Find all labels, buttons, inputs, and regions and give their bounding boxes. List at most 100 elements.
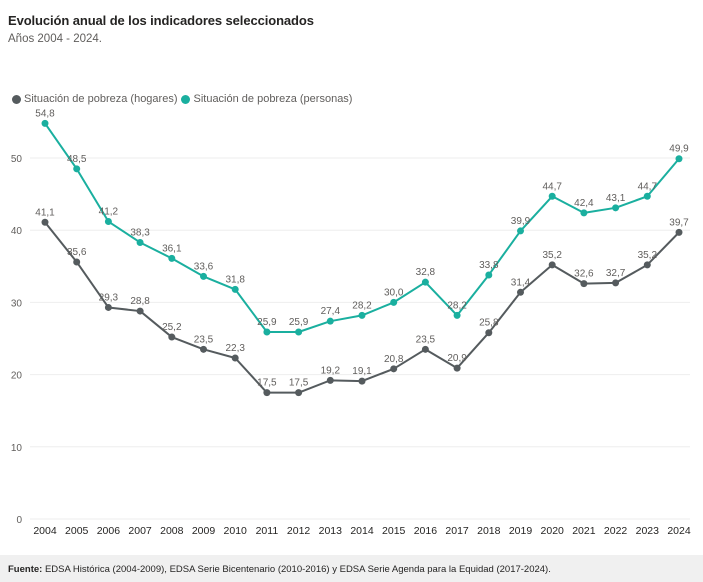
data-label-hogares: 19,2 <box>321 365 341 376</box>
x-tick-label: 2012 <box>287 525 311 537</box>
data-label-hogares: 28,8 <box>130 296 150 307</box>
data-point-hogares <box>643 261 651 269</box>
data-point-personas <box>580 209 588 217</box>
data-label-personas: 27,4 <box>321 306 341 317</box>
data-point-hogares <box>517 288 524 296</box>
data-point-personas <box>643 192 651 200</box>
data-label-personas: 31,8 <box>225 274 245 285</box>
data-label-hogares: 23,5 <box>194 334 214 345</box>
data-label-personas: 38,3 <box>130 227 150 238</box>
data-point-personas <box>358 311 366 319</box>
data-point-hogares <box>41 218 49 226</box>
data-label-hogares: 22,3 <box>225 343 245 354</box>
data-label-hogares: 20,8 <box>384 354 404 365</box>
y-tick-label: 50 <box>11 154 23 165</box>
data-label-hogares: 32,6 <box>574 269 594 280</box>
data-point-hogares <box>580 280 588 288</box>
data-label-personas: 41,2 <box>99 207 119 218</box>
source-text: EDSA Histórica (2004-2009), EDSA Serie B… <box>42 564 551 575</box>
data-label-personas: 33,6 <box>194 261 214 272</box>
data-point-hogares <box>263 389 271 397</box>
x-tick-label: 2013 <box>319 525 343 537</box>
data-label-hogares: 20,9 <box>447 353 467 364</box>
data-label-personas: 32,8 <box>416 267 436 278</box>
x-tick-label: 2007 <box>128 525 152 537</box>
data-point-hogares <box>73 258 81 266</box>
data-point-personas <box>548 192 556 200</box>
data-point-hogares <box>453 364 461 372</box>
data-point-personas <box>517 227 524 235</box>
data-point-personas <box>200 272 207 280</box>
legend-label-personas: Situación de pobreza (personas) <box>193 93 353 105</box>
legend-marker-hogares <box>12 94 21 104</box>
x-tick-label: 2014 <box>350 525 374 537</box>
data-label-personas: 25,9 <box>257 317 277 328</box>
data-point-personas <box>263 328 271 336</box>
y-tick-label: 40 <box>11 226 23 237</box>
data-point-personas <box>168 254 176 262</box>
x-tick-label: 2004 <box>33 525 57 537</box>
source-note: Fuente: EDSA Histórica (2004-2009), EDSA… <box>8 564 551 575</box>
x-tick-label: 2010 <box>224 525 248 537</box>
data-label-hogares: 29,3 <box>99 292 119 303</box>
data-point-hogares <box>168 333 176 341</box>
data-label-hogares: 25,8 <box>479 318 499 329</box>
data-label-hogares: 35,2 <box>542 250 562 261</box>
y-tick-label: 30 <box>11 298 23 309</box>
data-point-hogares <box>485 329 493 337</box>
x-tick-label: 2022 <box>604 525 628 537</box>
data-point-hogares <box>200 345 207 353</box>
legend-label-hogares: Situación de pobreza (hogares) <box>24 93 178 105</box>
x-tick-label: 2008 <box>160 525 184 537</box>
data-label-personas: 54,8 <box>35 108 55 119</box>
data-label-hogares: 31,4 <box>511 277 531 288</box>
y-tick-label: 10 <box>11 443 23 454</box>
data-point-personas <box>421 278 429 286</box>
data-point-hogares <box>548 261 556 269</box>
data-label-hogares: 39,7 <box>669 217 689 228</box>
data-label-hogares: 17,5 <box>257 378 277 389</box>
data-point-personas <box>390 298 398 306</box>
data-label-personas: 33,8 <box>479 260 499 271</box>
data-point-personas <box>73 165 81 173</box>
data-label-personas: 42,4 <box>574 198 594 209</box>
data-label-personas: 36,1 <box>162 243 182 254</box>
data-point-hogares <box>295 389 303 397</box>
data-point-hogares <box>612 279 620 287</box>
x-tick-label: 2021 <box>572 525 596 537</box>
data-label-personas: 44,7 <box>542 181 562 192</box>
x-tick-label: 2009 <box>192 525 216 537</box>
x-tick-label: 2015 <box>382 525 406 537</box>
data-label-hogares: 25,2 <box>162 322 182 333</box>
x-tick-label: 2017 <box>445 525 469 537</box>
data-point-hogares <box>326 376 334 384</box>
data-point-hogares <box>358 377 366 385</box>
data-point-hogares <box>231 354 239 362</box>
legend-item-personas[interactable]: Situación de pobreza (personas) <box>181 93 352 105</box>
data-point-hogares <box>390 365 398 373</box>
data-label-personas: 44,7 <box>638 181 658 192</box>
x-tick-label: 2018 <box>477 525 501 537</box>
data-point-personas <box>485 271 493 279</box>
line-chart: 0 10 20 30 40 50 2004 2005 2006 2007 2008 2009 2010 2… <box>11 108 691 537</box>
x-tick-label: 2016 <box>414 525 438 537</box>
chart-subtitle: Años 2004 - 2024. <box>8 33 102 45</box>
x-tick-label: 2005 <box>65 525 89 537</box>
legend: Situación de pobreza (hogares) Situación… <box>12 93 356 105</box>
data-label-personas: 49,9 <box>669 144 689 155</box>
x-tick-label: 2023 <box>636 525 660 537</box>
data-point-personas <box>136 238 144 246</box>
data-label-hogares: 41,1 <box>35 207 55 218</box>
data-point-personas <box>104 218 112 226</box>
x-tick-label: 2024 <box>667 525 691 537</box>
data-point-hogares <box>675 228 683 236</box>
source-footer: Fuente: EDSA Histórica (2004-2009), EDSA… <box>0 555 703 582</box>
data-label-personas: 30,0 <box>384 287 404 298</box>
data-label-personas: 25,9 <box>289 317 309 328</box>
data-point-personas <box>326 317 334 325</box>
legend-item-hogares[interactable]: Situación de pobreza (hogares) <box>12 93 177 105</box>
data-label-personas: 48,5 <box>67 154 87 165</box>
data-label-personas: 28,2 <box>352 300 372 311</box>
data-point-personas <box>453 311 461 319</box>
data-label-personas: 28,2 <box>447 300 467 311</box>
